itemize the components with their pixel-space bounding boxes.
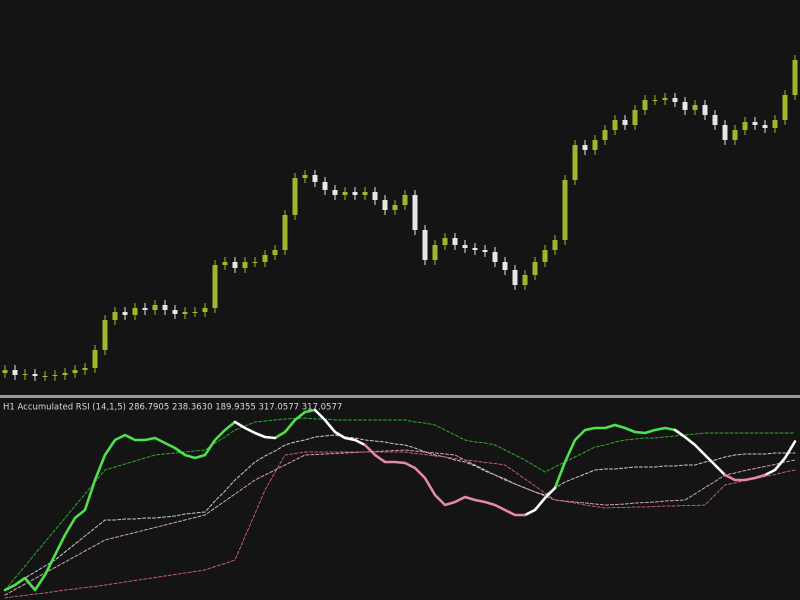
rsi-line	[3, 420, 237, 592]
candle-body	[392, 205, 398, 210]
candle-body	[672, 98, 678, 102]
candle-body	[612, 120, 618, 130]
candle-body	[362, 192, 368, 195]
candle-body	[52, 375, 58, 376]
candle-body	[632, 110, 638, 125]
candle-body	[92, 350, 98, 368]
candle-body	[722, 125, 728, 140]
candle-body	[332, 190, 338, 195]
candle-body	[102, 320, 108, 350]
candle-body	[302, 175, 308, 178]
dashed-line	[4, 451, 796, 599]
candle-body	[62, 373, 68, 375]
candle-body	[352, 192, 358, 195]
candle-body	[232, 262, 238, 268]
dashed-line	[4, 417, 796, 591]
candle-body	[482, 250, 488, 252]
candle-body	[252, 262, 258, 263]
candle-body	[322, 182, 328, 190]
candle-body	[192, 312, 198, 313]
rsi-line	[553, 423, 677, 490]
candle-body	[702, 105, 708, 115]
candle-body	[692, 105, 698, 110]
candle-body	[152, 305, 158, 310]
candle-body	[532, 262, 538, 275]
candle-body	[2, 370, 8, 373]
candle-body	[562, 180, 568, 240]
candle-body	[262, 255, 268, 262]
candle-body	[602, 130, 608, 140]
candle-body	[712, 115, 718, 125]
candle-body	[112, 312, 118, 320]
candle-body	[82, 368, 88, 370]
candle-body	[792, 60, 798, 95]
candle-body	[752, 122, 758, 125]
candle-body	[32, 374, 38, 376]
candle-body	[162, 305, 168, 310]
candle-body	[72, 370, 78, 373]
candle-body	[782, 95, 788, 120]
pane-separator	[0, 395, 800, 398]
candle-body	[552, 240, 558, 250]
candle-body	[542, 250, 548, 262]
candle-body	[382, 200, 388, 210]
candle-body	[522, 275, 528, 285]
indicator-title: H1 Accumulated RSI (14,1,5) 286.7905 238…	[3, 403, 342, 413]
candle-body	[132, 308, 138, 315]
candle-body	[512, 270, 518, 285]
rsi-line	[233, 420, 277, 440]
candle-body	[172, 310, 178, 314]
candle-body	[642, 100, 648, 110]
candle-body	[242, 262, 248, 268]
candle-body	[452, 238, 458, 245]
candle-body	[272, 250, 278, 255]
candle-body	[222, 262, 228, 265]
candle-body	[592, 140, 598, 150]
candle-body	[402, 195, 408, 205]
candle-body	[772, 120, 778, 128]
candle-body	[342, 192, 348, 195]
candle-body	[12, 370, 18, 375]
candle-body	[42, 376, 48, 377]
rsi-line	[763, 440, 797, 477]
candle-body	[682, 102, 688, 110]
rsi-line	[673, 428, 727, 477]
rsi-line	[523, 486, 557, 517]
candle-body	[462, 245, 468, 248]
candle-body	[492, 252, 498, 262]
rsi-line	[273, 408, 317, 440]
dashed-line	[4, 449, 796, 596]
candle-body	[502, 262, 508, 270]
rsi-line	[313, 408, 367, 447]
candle-body	[122, 312, 128, 315]
candle-body	[422, 230, 428, 260]
candle-body	[22, 374, 28, 375]
candle-body	[572, 145, 578, 180]
rsi-line	[723, 473, 767, 482]
candle-body	[742, 122, 748, 130]
candle-body	[442, 238, 448, 245]
candle-body	[622, 120, 628, 125]
candle-body	[762, 125, 768, 128]
candle-body	[312, 175, 318, 182]
candle-body	[292, 178, 298, 215]
candle-body	[142, 308, 148, 310]
candle-body	[432, 245, 438, 260]
candle-body	[652, 100, 658, 101]
candle-body	[282, 215, 288, 250]
candle-body	[202, 308, 208, 312]
rsi-line	[363, 443, 527, 517]
dashed-line	[4, 434, 796, 591]
candle-body	[732, 130, 738, 140]
candle-body	[412, 195, 418, 230]
candle-body	[212, 265, 218, 308]
candle-body	[662, 98, 668, 100]
candle-body	[582, 145, 588, 150]
candle-body	[472, 248, 478, 250]
candle-body	[372, 192, 378, 200]
candle-body	[182, 312, 188, 314]
